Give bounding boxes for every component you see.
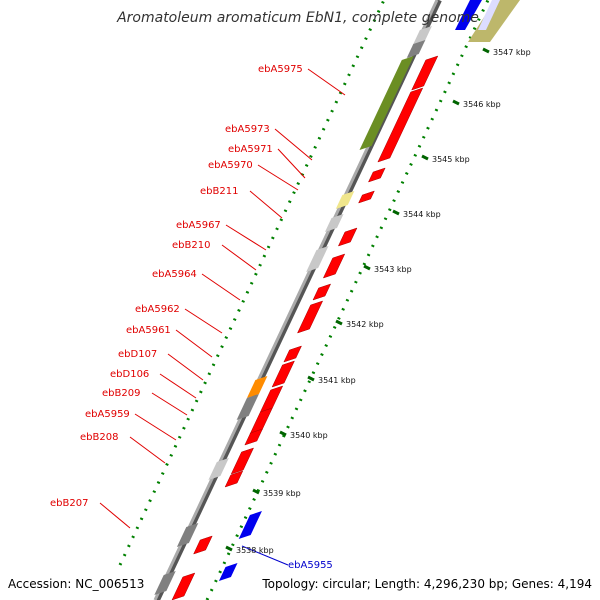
tick-label: 3542 kbp [346, 320, 384, 329]
tick-mark [279, 430, 287, 437]
kbp-ticks: 3547 kbp 3546 kbp 3545 kbp 3544 kbp 3543 kbp… [225, 47, 531, 555]
tick-dotted-track [205, 0, 490, 600]
gene-label-ebA5959: ebA5959 [85, 409, 130, 420]
reverse-cds-block [238, 511, 262, 539]
gene-label-leader [175, 329, 213, 358]
gene-label-leader [184, 308, 223, 334]
gene-label-leader [134, 413, 177, 441]
auxiliary-feature [406, 40, 426, 58]
tick-mark [335, 319, 343, 326]
forward-cds-block [271, 360, 295, 388]
forward-cds-block [358, 190, 375, 204]
tick-mark [307, 375, 315, 382]
gene-label-ebB207: ebB207 [50, 498, 88, 509]
gene-label-ebA5962: ebA5962 [135, 304, 180, 315]
auxiliary-feature [208, 458, 229, 480]
gene-label-leader [307, 68, 346, 96]
gene-label-leader [99, 502, 131, 529]
gene-label-ebA5967: ebA5967 [176, 220, 221, 231]
summary-text: Topology: circular; Length: 4,296,230 bp… [261, 577, 592, 591]
tick-label: 3543 kbp [374, 265, 412, 274]
tick-mark [452, 99, 460, 106]
top-right-pale-feature [478, 0, 500, 30]
map-title: Aromatoleum aromaticum EbN1, complete ge… [116, 10, 479, 26]
auxiliary-feature [236, 394, 259, 420]
gene-label-ebA5975: ebA5975 [258, 64, 303, 75]
gene-label-ebB209: ebB209 [102, 388, 140, 399]
forward-cds-block [193, 535, 213, 555]
tick-mark [252, 488, 260, 495]
gene-label-leader [159, 373, 197, 399]
auxiliary-feature [412, 26, 432, 46]
top-right-khaki-feature [468, 0, 520, 42]
tick-label: 3539 kbp [263, 489, 301, 498]
gene-label-leader [277, 148, 306, 179]
gene-label-ebB210: ebB210 [172, 240, 210, 251]
tick-mark [392, 209, 400, 216]
auxiliary-feature [335, 191, 355, 209]
gene-label-ebA5973: ebA5973 [225, 124, 270, 135]
gene-label-ebD107: ebD107 [118, 349, 157, 360]
tick-label: 3546 kbp [463, 100, 501, 109]
auxiliary-feature [154, 571, 176, 595]
forward-cds-block [411, 55, 439, 91]
gene-label-leader [201, 273, 241, 301]
gene-label-ebB211: ebB211 [200, 186, 238, 197]
reverse-cds-block [218, 563, 238, 581]
forward-cds-block [224, 470, 244, 488]
auxiliary-feature [306, 246, 329, 272]
gene-label-ebD106: ebD106 [110, 369, 149, 380]
gene-label-leader [151, 392, 188, 416]
tick-label: 3547 kbp [493, 48, 531, 57]
gene-labels: ebA5975 ebA5973 ebA5971 ebA5970 ebB211 ebA596… [50, 64, 346, 571]
forward-cds-block [244, 428, 263, 446]
forward-cds-block [322, 253, 346, 279]
gene-label-ebA5971: ebA5971 [228, 144, 273, 155]
tick-mark [421, 154, 429, 161]
tick-mark [225, 545, 233, 552]
gene-label-ebA5964: ebA5964 [152, 269, 197, 280]
gene-label-leader [167, 353, 204, 381]
gene-label-leader [129, 436, 166, 464]
forward-cds-block [337, 227, 358, 247]
top-right-blue-feature [455, 0, 482, 30]
forward-cds-block [297, 300, 324, 334]
tick-label: 3545 kbp [432, 155, 470, 164]
auxiliary-feature [246, 376, 268, 398]
tick-label: 3540 kbp [290, 431, 328, 440]
auxiliary-feature [324, 214, 344, 232]
forward-cds-block [367, 167, 386, 183]
gene-label-ebA5955: ebA5955 [288, 560, 333, 571]
gene-label-ebA5970: ebA5970 [208, 160, 253, 171]
tick-mark [363, 264, 371, 271]
olive-feature [359, 56, 414, 150]
forward-cds-block [171, 572, 196, 600]
gene-label-leader [225, 224, 267, 251]
gene-features [154, 26, 439, 600]
outer-dotted-track [118, 0, 386, 566]
gene-label-leader [241, 545, 289, 566]
tick-label: 3544 kbp [403, 210, 441, 219]
forward-cds-block [377, 87, 424, 163]
gene-label-leader [274, 128, 313, 161]
gene-label-ebA5961: ebA5961 [126, 325, 171, 336]
forward-cds-block [230, 447, 255, 475]
tick-label: 3538 kbp [236, 546, 274, 555]
gene-label-leader [249, 190, 283, 219]
tick-mark [482, 47, 490, 54]
gene-label-leader [221, 244, 257, 271]
gene-label-ebB208: ebB208 [80, 432, 118, 443]
auxiliary-feature [176, 523, 199, 547]
tick-label: 3541 kbp [318, 376, 356, 385]
gene-label-leader [257, 164, 299, 191]
forward-cds-block [312, 283, 332, 301]
forward-cds-block [283, 345, 302, 363]
accession-text: Accession: NC_006513 [8, 577, 144, 591]
